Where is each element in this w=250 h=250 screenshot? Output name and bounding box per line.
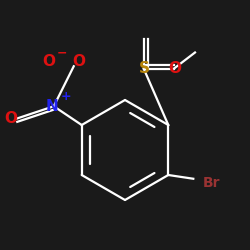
Text: O: O	[42, 54, 55, 69]
Text: −: −	[57, 46, 67, 60]
Text: N: N	[46, 99, 59, 114]
Text: S: S	[139, 61, 150, 76]
Text: +: +	[61, 90, 72, 103]
Text: O: O	[168, 61, 181, 76]
Text: O: O	[72, 54, 85, 69]
Text: O: O	[4, 111, 17, 126]
Text: Br: Br	[202, 176, 220, 190]
